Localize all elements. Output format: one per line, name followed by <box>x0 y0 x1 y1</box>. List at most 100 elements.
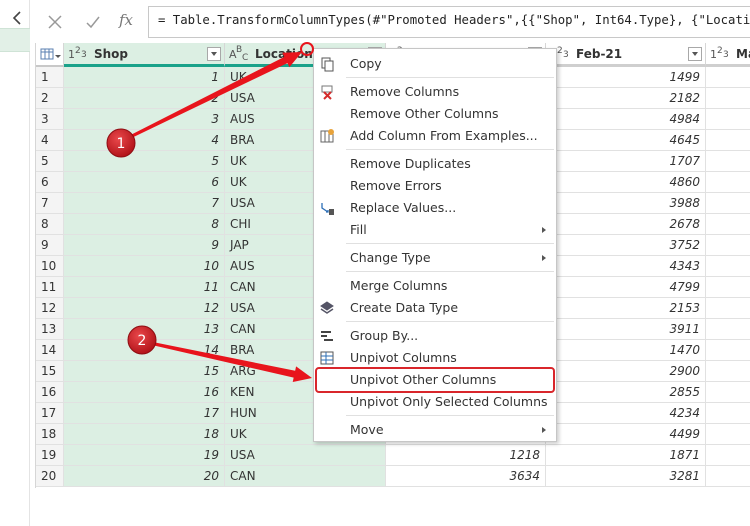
menu-item[interactable]: Unpivot Only Selected Columns <box>314 391 558 413</box>
menu-item[interactable]: Add Column From Examples... <box>314 125 558 147</box>
annotation-arrow <box>149 341 312 383</box>
menu-item[interactable]: Remove Columns <box>314 81 558 103</box>
row-number: 3 <box>36 109 64 130</box>
menu-icon <box>321 203 334 215</box>
table-cell: 6 <box>64 172 225 193</box>
table-cell: 16 <box>64 382 225 403</box>
table-cell: 17 <box>64 403 225 424</box>
table-cell <box>706 466 750 487</box>
column-background <box>546 67 706 487</box>
table-cell <box>706 151 750 172</box>
menu-icon <box>320 129 334 143</box>
table-cell: 2900 <box>546 361 706 382</box>
table-cell: 2855 <box>546 382 706 403</box>
menu-separator <box>346 77 554 78</box>
row-number: 6 <box>36 172 64 193</box>
type-icon: 1 <box>710 48 717 61</box>
menu-item-label: Unpivot Columns <box>350 350 457 365</box>
menu-item-label: Change Type <box>350 250 431 265</box>
column-name: Feb-21 <box>576 47 623 61</box>
row-number: 20 <box>36 466 64 487</box>
table-cell <box>706 172 750 193</box>
menu-item[interactable]: Remove Errors <box>314 175 558 197</box>
column-background <box>64 67 225 487</box>
menu-separator <box>346 415 554 416</box>
table-cell: 9 <box>64 235 225 256</box>
menu-item[interactable]: Move <box>314 419 558 441</box>
fx-button[interactable]: fx <box>119 11 134 29</box>
formula-input[interactable]: = Table.TransformColumnTypes(#"Promoted … <box>148 6 750 38</box>
menu-separator <box>346 243 554 244</box>
type-icon: 3 <box>563 50 569 60</box>
icon <box>321 85 333 93</box>
row-number: 16 <box>36 382 64 403</box>
annotation-badge <box>106 128 136 158</box>
table-cell <box>706 235 750 256</box>
menu-item[interactable]: Change Type <box>314 247 558 269</box>
formula-bar: fx = Table.TransformColumnTypes(#"Promot… <box>35 6 750 38</box>
table-cell: 18 <box>64 424 225 445</box>
context-menu: Copy Remove Columns Remove Other Columns Ad… <box>313 48 557 442</box>
column-header[interactable]: 123 Mar <box>706 43 750 67</box>
table-cell <box>706 277 750 298</box>
table-cell: USA <box>225 445 386 466</box>
column-name: Mar <box>736 47 750 61</box>
table-cell <box>706 445 750 466</box>
filter-dropdown[interactable] <box>688 47 702 61</box>
menu-item-label: Copy <box>350 56 382 71</box>
table-cell <box>706 340 750 361</box>
menu-item[interactable]: Unpivot Columns <box>314 347 558 369</box>
row-number: 9 <box>36 235 64 256</box>
table-cell: 11 <box>64 277 225 298</box>
menu-item[interactable]: Remove Duplicates <box>314 153 558 175</box>
row-number: 1 <box>36 67 64 88</box>
table-cell <box>706 88 750 109</box>
table-cell: 3911 <box>546 319 706 340</box>
menu-item[interactable]: Fill <box>314 219 558 241</box>
table-cell: 4234 <box>546 403 706 424</box>
confirm-button[interactable] <box>85 14 101 30</box>
menu-item-label: Unpivot Other Columns <box>350 372 497 387</box>
menu-item[interactable]: Replace Values... <box>314 197 558 219</box>
annotation-label: 2 <box>138 333 147 349</box>
menu-separator <box>346 271 554 272</box>
menu-item-label: Fill <box>350 222 367 237</box>
table-cell <box>706 403 750 424</box>
type-icon: C <box>242 53 249 63</box>
cancel-button[interactable] <box>47 14 63 30</box>
row-number: 18 <box>36 424 64 445</box>
menu-item[interactable]: Copy <box>314 53 558 75</box>
column-header[interactable]: 123Feb-21 <box>546 43 706 67</box>
row-number: 11 <box>36 277 64 298</box>
table-cell: 3752 <box>546 235 706 256</box>
table-cell: 4984 <box>546 109 706 130</box>
column-header[interactable]: 1 2 3 Shop <box>64 43 225 67</box>
icon <box>324 60 334 72</box>
menu-item[interactable]: Unpivot Other Columns <box>314 367 558 393</box>
menu-icon <box>321 57 334 72</box>
table-cell: 1218 <box>386 445 546 466</box>
filter-dropdown[interactable] <box>207 47 221 61</box>
table-cell: 3281 <box>546 466 706 487</box>
table-cell: 4499 <box>546 424 706 445</box>
selected-query[interactable] <box>0 28 30 52</box>
menu-icon <box>321 85 333 100</box>
collapse-button[interactable] <box>10 10 24 26</box>
submenu-arrow <box>542 227 546 233</box>
table-cell: CAN <box>225 466 386 487</box>
menu-item-label: Replace Values... <box>350 200 457 215</box>
menu-item[interactable]: Create Data Type <box>314 297 558 319</box>
submenu-arrow <box>542 427 546 433</box>
table-cell: 7 <box>64 193 225 214</box>
table-cell <box>706 256 750 277</box>
icon <box>321 352 333 364</box>
menu-item[interactable]: Group By... <box>314 325 558 347</box>
table-menu-icon[interactable] <box>40 47 62 63</box>
menu-item[interactable]: Merge Columns <box>314 275 558 297</box>
table-cell: 2678 <box>546 214 706 235</box>
menu-item[interactable]: Remove Other Columns <box>314 103 558 125</box>
menu-separator <box>346 321 554 322</box>
table-cell: 20 <box>64 466 225 487</box>
